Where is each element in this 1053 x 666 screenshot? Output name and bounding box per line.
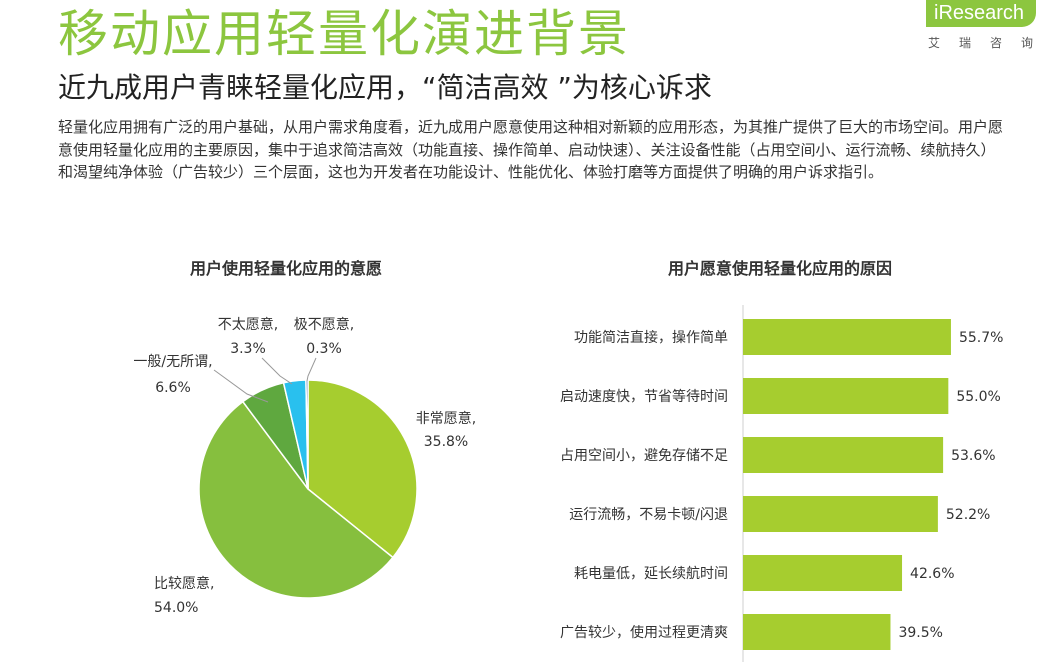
pie-slice-fairly-willing [198, 400, 394, 599]
bar-1 [743, 378, 949, 414]
pie-value-neutral: 6.6% [155, 380, 191, 396]
pie-leader-line-unwilling [261, 357, 293, 385]
pie-value-unwilling: 3.3% [230, 341, 266, 357]
bar-category-label-5: 广告较少，使用过程更清爽 [560, 624, 728, 641]
bar-value-label-3: 52.2% [946, 507, 990, 523]
bar-category-label-1: 启动速度快，节省等待时间 [560, 388, 728, 405]
bar-0 [743, 319, 951, 355]
pie-leader-line-neutral [213, 369, 269, 403]
pie-value-fairly-willing: 54.0% [154, 600, 198, 616]
bar-category-label-2: 占用空间小，避免存储不足 [560, 448, 728, 464]
bar-5 [743, 614, 891, 650]
bar-3 [743, 496, 938, 532]
bar-category-label-0: 功能简洁直接，操作简单 [574, 329, 728, 346]
intro-paragraph: 轻量化应用拥有广泛的用户基础，从用户需求角度看，近九成用户愿意使用这种相对新颖的… [58, 118, 1004, 181]
bar-value-label-0: 55.7% [959, 330, 1003, 346]
pie-value-very-willing: 35.8% [424, 434, 468, 450]
bar-4 [743, 555, 903, 591]
iresearch-logo: iResearch 艾瑞咨询 [924, 0, 1048, 52]
bar-chart-title: 用户愿意使用轻量化应用的原因 [668, 259, 893, 278]
page-subtitle: 近九成用户青睐轻量化应用，“简洁高效 ”为核心诉求 [58, 71, 712, 104]
pie-value-very-unwilling: 0.3% [306, 341, 342, 357]
bar-2 [743, 437, 944, 473]
page-title: 移动应用轻量化演进背景 [58, 5, 630, 63]
pie-label-very-unwilling: 极不愿意, [294, 316, 354, 333]
bar-category-label-3: 运行流畅，不易卡顿/闪退 [569, 507, 728, 523]
pie-slice-very-willing [307, 379, 418, 559]
bar-value-label-5: 39.5% [898, 625, 942, 641]
pie-chart-title: 用户使用轻量化应用的意愿 [190, 259, 383, 278]
bar-value-label-1: 55.0% [956, 389, 1000, 405]
logo-sub-text: 艾瑞咨询 [928, 36, 1053, 50]
pie-label-neutral: 一般/无所谓, [133, 354, 212, 370]
logo-brand-text: iResearch [934, 2, 1025, 24]
bar-category-label-4: 耗电量低，延长续航时间 [574, 565, 728, 582]
pie-label-fairly-willing: 比较愿意, [154, 575, 214, 592]
bar-value-label-4: 42.6% [910, 566, 954, 582]
logo-badge: iResearch [926, 0, 1036, 27]
bar-value-label-2: 53.6% [951, 448, 995, 464]
pie-leader-line-very-unwilling [306, 357, 317, 382]
pie-label-very-willing: 非常愿意, [416, 410, 476, 427]
pie-label-unwilling: 不太愿意, [218, 316, 278, 333]
